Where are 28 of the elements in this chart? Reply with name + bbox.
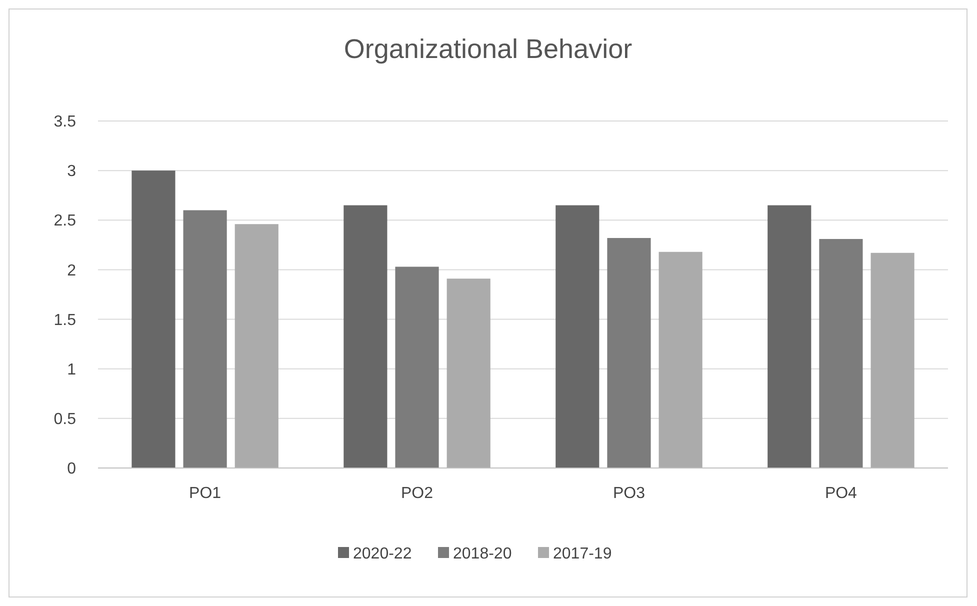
y-tick-label: 3 [67,163,76,180]
y-tick-label: 0 [67,460,76,478]
bar [607,238,651,468]
chart-title: Organizational Behavior [344,34,632,64]
x-tick-label: PO3 [612,485,646,502]
x-tick-label: PO4 [824,485,858,502]
x-tick-label: PO1 [189,485,222,502]
bar [234,224,278,468]
bar [344,205,388,468]
y-tick-label: 1.5 [54,312,76,329]
bar [183,210,227,468]
bar [556,205,600,468]
y-tick-label: 2 [67,262,76,280]
bar [819,238,863,468]
legend-label: 2020-22 [353,546,412,563]
bar [658,252,702,468]
legend-label: 2018-20 [453,546,512,563]
bar [446,278,490,468]
bar [132,170,176,468]
bar [395,266,439,468]
bar [768,205,812,468]
y-tick-label: 0.5 [54,411,76,428]
legend-label: 2017-19 [553,546,612,563]
y-tick-label: 1 [67,361,76,378]
y-tick-label: 3.5 [54,114,76,131]
y-tick-label: 2.5 [54,212,76,230]
x-tick-label: PO2 [401,485,434,502]
bar [870,252,914,468]
